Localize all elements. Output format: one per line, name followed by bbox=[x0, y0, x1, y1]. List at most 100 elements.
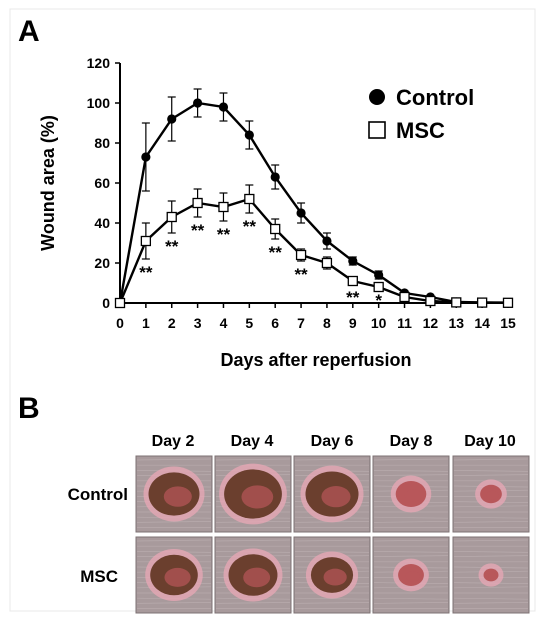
x-tick-label: 2 bbox=[168, 315, 176, 331]
x-axis-title: Days after reperfusion bbox=[220, 350, 411, 370]
wound-center bbox=[243, 567, 271, 588]
column-header-day-10: Day 10 bbox=[464, 433, 516, 450]
fur-texture bbox=[373, 539, 449, 542]
y-tick-label: 40 bbox=[94, 215, 110, 231]
data-point bbox=[295, 249, 307, 261]
fur-texture bbox=[373, 474, 449, 476]
column-header-day-8: Day 8 bbox=[390, 433, 433, 450]
significance-marker: ** bbox=[243, 217, 257, 236]
x-tick-label: 11 bbox=[397, 315, 412, 331]
y-ticks: 0 20 40 60 80 100 120 bbox=[87, 55, 120, 311]
wound-photo-control-day-8 bbox=[372, 455, 450, 533]
wound-photo-msc-day-2 bbox=[135, 536, 213, 614]
data-point bbox=[244, 130, 254, 140]
x-tick-label: 3 bbox=[194, 315, 202, 331]
wound-center bbox=[241, 485, 274, 509]
data-point bbox=[192, 197, 203, 209]
fur-texture bbox=[373, 516, 449, 519]
wound-photo-control-day-2 bbox=[135, 455, 213, 533]
wound-photo-control-day-6 bbox=[293, 455, 371, 533]
significance-marker: ** bbox=[217, 225, 231, 244]
data-point bbox=[270, 223, 281, 235]
x-tick-label: 12 bbox=[423, 315, 439, 331]
panel-b-label: B bbox=[18, 392, 40, 425]
significance-marker: ** bbox=[191, 221, 205, 240]
fur-texture bbox=[453, 597, 529, 600]
data-point bbox=[373, 281, 384, 293]
legend-msc-marker bbox=[368, 121, 386, 139]
series-layer bbox=[114, 88, 514, 309]
fur-texture bbox=[373, 521, 449, 523]
fur-texture bbox=[453, 586, 529, 589]
data-point bbox=[476, 297, 488, 308]
wound-photo-msc-day-6 bbox=[293, 536, 371, 614]
significance-marker: * bbox=[375, 291, 382, 310]
fur-texture bbox=[453, 458, 529, 461]
legend-control-label: Control bbox=[396, 85, 474, 110]
data-point bbox=[114, 297, 126, 309]
data-point bbox=[425, 295, 436, 307]
y-tick-label: 0 bbox=[102, 295, 110, 311]
data-point bbox=[270, 172, 280, 182]
y-tick-label: 60 bbox=[94, 175, 110, 191]
series-line bbox=[118, 101, 509, 304]
data-point bbox=[193, 98, 203, 108]
data-point bbox=[218, 102, 229, 112]
fur-texture bbox=[373, 458, 449, 461]
photo-border bbox=[452, 455, 530, 533]
fur-texture bbox=[215, 539, 291, 542]
legend: Control MSC bbox=[368, 85, 474, 143]
wound-photo-msc-day-8 bbox=[372, 536, 450, 614]
wound-center bbox=[488, 572, 497, 579]
significance-marker: ** bbox=[165, 237, 179, 256]
x-tick-label: 13 bbox=[448, 315, 464, 331]
row-label-msc: MSC bbox=[80, 567, 118, 586]
photo-border bbox=[214, 455, 292, 533]
wound-photo-control-day-10 bbox=[452, 455, 530, 533]
fur-texture bbox=[373, 555, 449, 557]
fur-texture bbox=[215, 602, 291, 604]
fur-texture bbox=[373, 470, 449, 472]
photo-border bbox=[452, 536, 530, 614]
series-control bbox=[115, 88, 513, 308]
wound-center bbox=[163, 486, 192, 507]
significance-marker: ** bbox=[346, 288, 360, 307]
wound-photo-msc-day-4 bbox=[214, 536, 292, 614]
fur-texture bbox=[453, 521, 529, 523]
wound-photo-msc-day-10 bbox=[452, 536, 530, 614]
data-point bbox=[244, 193, 255, 205]
data-point bbox=[347, 275, 358, 287]
y-tick-label: 120 bbox=[87, 55, 111, 71]
photo-border bbox=[372, 536, 450, 614]
wound-center bbox=[321, 486, 351, 508]
y-tick-label: 80 bbox=[94, 135, 110, 151]
x-tick-label: 5 bbox=[245, 315, 253, 331]
photo-border bbox=[135, 455, 213, 533]
column-header-day-2: Day 2 bbox=[152, 433, 195, 450]
column-header-day-6: Day 6 bbox=[311, 433, 354, 450]
wound-photo-grid: Day 2 Day 4 Day 6 Day 8 Day 10 Control M… bbox=[68, 433, 530, 614]
x-tick-label: 0 bbox=[116, 315, 124, 331]
data-point bbox=[321, 257, 333, 269]
data-point bbox=[140, 235, 152, 247]
photo-border bbox=[293, 536, 371, 614]
significance-marker: ** bbox=[294, 265, 308, 284]
fur-texture bbox=[294, 458, 370, 461]
panel-a-label: A bbox=[18, 15, 40, 48]
fur-texture bbox=[136, 521, 212, 523]
wound-center bbox=[323, 568, 347, 586]
fur-texture bbox=[136, 602, 212, 604]
row-label-control: Control bbox=[68, 485, 128, 504]
wound-center bbox=[164, 567, 191, 587]
fur-texture bbox=[136, 539, 212, 542]
significance-layer: ****** ** ******** * bbox=[139, 217, 382, 310]
x-tick-label: 10 bbox=[371, 315, 387, 331]
fur-texture bbox=[453, 470, 529, 472]
data-point bbox=[399, 291, 410, 303]
x-tick-label: 14 bbox=[474, 315, 490, 331]
fur-texture bbox=[453, 555, 529, 557]
data-point bbox=[166, 211, 177, 223]
fur-texture bbox=[373, 597, 449, 600]
